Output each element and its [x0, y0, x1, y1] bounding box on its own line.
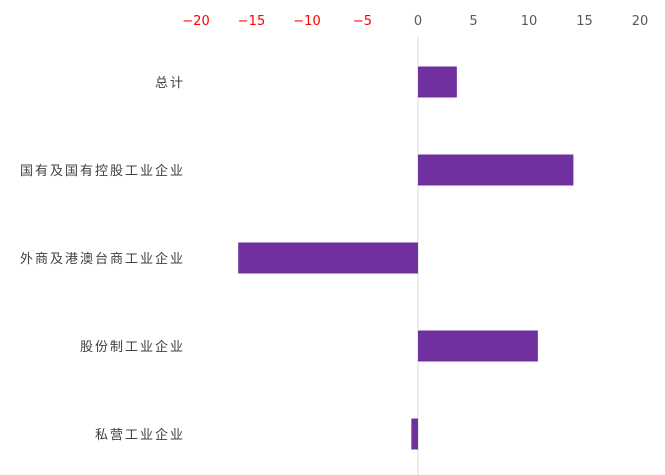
bar — [411, 418, 418, 450]
x-tick-label: −10 — [293, 14, 320, 29]
bars — [238, 66, 574, 450]
category-label: 国有及国有控股工业企业 — [20, 163, 185, 179]
category-label: 私营工业企业 — [95, 427, 185, 443]
x-tick-label: −15 — [238, 14, 265, 29]
x-tick-label: 10 — [521, 14, 538, 29]
category-label: 股份制工业企业 — [80, 339, 185, 355]
bar — [418, 154, 574, 186]
x-tick-label: −20 — [182, 14, 209, 29]
x-axis-ticks: −20 −15 −10 −5 0 5 10 15 20 — [182, 14, 648, 29]
bar — [238, 242, 418, 274]
x-tick-label: −5 — [353, 14, 372, 29]
x-tick-label: 0 — [414, 14, 422, 29]
x-tick-label: 15 — [576, 14, 593, 29]
category-label: 外商及港澳台商工业企业 — [20, 251, 185, 267]
x-tick-label: 20 — [632, 14, 649, 29]
category-label: 总计 — [155, 76, 185, 91]
bar — [418, 66, 457, 98]
x-tick-label: 5 — [469, 14, 477, 29]
bar — [418, 330, 538, 362]
